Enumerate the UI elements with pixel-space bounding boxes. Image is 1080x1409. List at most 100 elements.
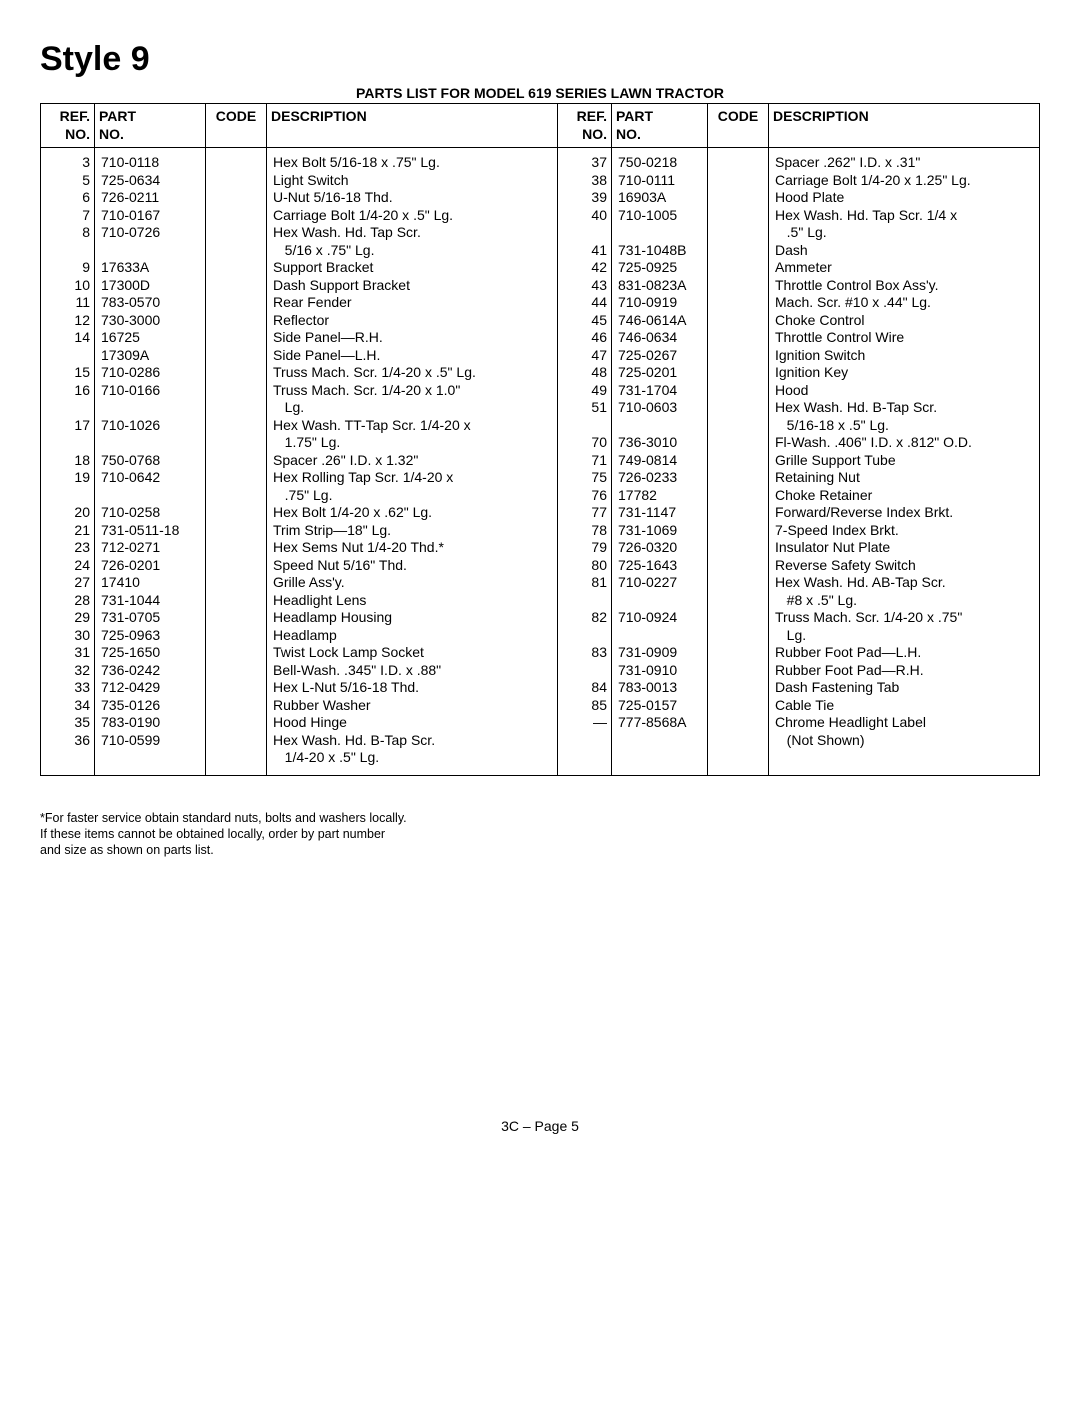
code-cell — [708, 574, 769, 592]
code-cell — [206, 207, 267, 225]
code-cell — [206, 539, 267, 557]
ref-no-cell — [41, 399, 95, 417]
part-no-cell — [612, 732, 708, 750]
desc-cell: 5/16-18 x .5" Lg. — [769, 417, 1040, 435]
table-row: 11783-0570Rear Fender44710-0919Mach. Scr… — [41, 294, 1040, 312]
code-cell — [708, 172, 769, 190]
ref-no-cell: 71 — [558, 452, 612, 470]
ref-no-cell: 10 — [41, 277, 95, 295]
code-cell — [708, 259, 769, 277]
header-ref-no: REF.NO. — [41, 104, 95, 148]
desc-cell: Hex Rolling Tap Scr. 1/4-20 x — [267, 469, 558, 487]
part-no-cell — [95, 749, 206, 775]
part-no-cell: 712-0271 — [95, 539, 206, 557]
code-cell — [708, 714, 769, 732]
table-row: 18750-0768Spacer .26" I.D. x 1.32"71749-… — [41, 452, 1040, 470]
code-cell — [206, 312, 267, 330]
part-no-cell: 710-0286 — [95, 364, 206, 382]
ref-no-cell: 82 — [558, 609, 612, 627]
desc-cell: Carriage Bolt 1/4-20 x 1.25" Lg. — [769, 172, 1040, 190]
part-no-cell: 725-0157 — [612, 697, 708, 715]
desc-cell: Twist Lock Lamp Socket — [267, 644, 558, 662]
code-cell — [206, 329, 267, 347]
part-no-cell: 710-0642 — [95, 469, 206, 487]
code-cell — [206, 487, 267, 505]
ref-no-cell: 12 — [41, 312, 95, 330]
part-no-cell: 731-0909 — [612, 644, 708, 662]
part-no-cell — [95, 434, 206, 452]
table-row: 29731-0705Headlamp Housing82710-0924Trus… — [41, 609, 1040, 627]
ref-no-cell — [558, 732, 612, 750]
ref-no-cell — [558, 662, 612, 680]
table-row: 917633ASupport Bracket42725-0925Ammeter — [41, 259, 1040, 277]
code-cell — [708, 364, 769, 382]
part-no-cell: 726-0320 — [612, 539, 708, 557]
code-cell — [708, 434, 769, 452]
desc-cell: Throttle Control Wire — [769, 329, 1040, 347]
table-row: 8710-0726Hex Wash. Hd. Tap Scr. .5" Lg. — [41, 224, 1040, 242]
ref-no-cell — [558, 749, 612, 775]
code-cell — [206, 679, 267, 697]
part-no-cell: 710-0599 — [95, 732, 206, 750]
code-cell — [206, 574, 267, 592]
code-cell — [206, 399, 267, 417]
desc-cell: Fl-Wash. .406" I.D. x .812" O.D. — [769, 434, 1040, 452]
part-no-cell: 746-0634 — [612, 329, 708, 347]
desc-cell: Choke Control — [769, 312, 1040, 330]
part-no-cell: 725-1643 — [612, 557, 708, 575]
code-cell — [206, 644, 267, 662]
code-cell — [206, 347, 267, 365]
part-no-cell: 17410 — [95, 574, 206, 592]
ref-no-cell: 9 — [41, 259, 95, 277]
ref-no-cell: 77 — [558, 504, 612, 522]
table-row: 6726-0211U-Nut 5/16-18 Thd.3916903AHood … — [41, 189, 1040, 207]
table-row: 24726-0201Speed Nut 5/16" Thd.80725-1643… — [41, 557, 1040, 575]
part-no-cell: 725-0634 — [95, 172, 206, 190]
code-cell — [206, 697, 267, 715]
ref-no-cell: 17 — [41, 417, 95, 435]
ref-no-cell: 29 — [41, 609, 95, 627]
code-cell — [708, 662, 769, 680]
ref-no-cell: 27 — [41, 574, 95, 592]
parts-list-subtitle: PARTS LIST FOR MODEL 619 SERIES LAWN TRA… — [40, 85, 1040, 101]
header-part-no-2: PARTNO. — [612, 104, 708, 148]
table-row: 1416725Side Panel—R.H.46746-0634Throttle… — [41, 329, 1040, 347]
code-cell — [206, 242, 267, 260]
code-cell — [206, 749, 267, 775]
ref-no-cell: 30 — [41, 627, 95, 645]
code-cell — [206, 148, 267, 172]
desc-cell: Ammeter — [769, 259, 1040, 277]
table-row: 2717410Grille Ass'y.81710-0227Hex Wash. … — [41, 574, 1040, 592]
code-cell — [206, 259, 267, 277]
part-no-cell: 726-0233 — [612, 469, 708, 487]
ref-no-cell: 39 — [558, 189, 612, 207]
desc-cell: Hex Wash. Hd. AB-Tap Scr. — [769, 574, 1040, 592]
ref-no-cell: 78 — [558, 522, 612, 540]
code-cell — [206, 627, 267, 645]
table-row: 19710-0642Hex Rolling Tap Scr. 1/4-20 x7… — [41, 469, 1040, 487]
part-no-cell: 831-0823A — [612, 277, 708, 295]
desc-cell: #8 x .5" Lg. — [769, 592, 1040, 610]
part-no-cell: 783-0570 — [95, 294, 206, 312]
ref-no-cell: 23 — [41, 539, 95, 557]
part-no-cell: 710-0118 — [95, 148, 206, 172]
desc-cell: Grille Ass'y. — [267, 574, 558, 592]
desc-cell: Light Switch — [267, 172, 558, 190]
desc-cell: Hex L-Nut 5/16-18 Thd. — [267, 679, 558, 697]
part-no-cell: 731-0705 — [95, 609, 206, 627]
desc-cell: Dash Fastening Tab — [769, 679, 1040, 697]
part-no-cell — [95, 399, 206, 417]
desc-cell: Hex Sems Nut 1/4-20 Thd.* — [267, 539, 558, 557]
desc-cell: Lg. — [769, 627, 1040, 645]
part-no-cell: 710-0258 — [95, 504, 206, 522]
ref-no-cell: 7 — [41, 207, 95, 225]
part-no-cell: 710-0603 — [612, 399, 708, 417]
table-row: 17710-1026Hex Wash. TT-Tap Scr. 1/4-20 x… — [41, 417, 1040, 435]
code-cell — [708, 487, 769, 505]
code-cell — [206, 469, 267, 487]
code-cell — [708, 679, 769, 697]
table-row: 28731-1044Headlight Lens #8 x .5" Lg. — [41, 592, 1040, 610]
desc-cell: Hood Hinge — [267, 714, 558, 732]
part-no-cell: 731-1704 — [612, 382, 708, 400]
desc-cell: Ignition Key — [769, 364, 1040, 382]
